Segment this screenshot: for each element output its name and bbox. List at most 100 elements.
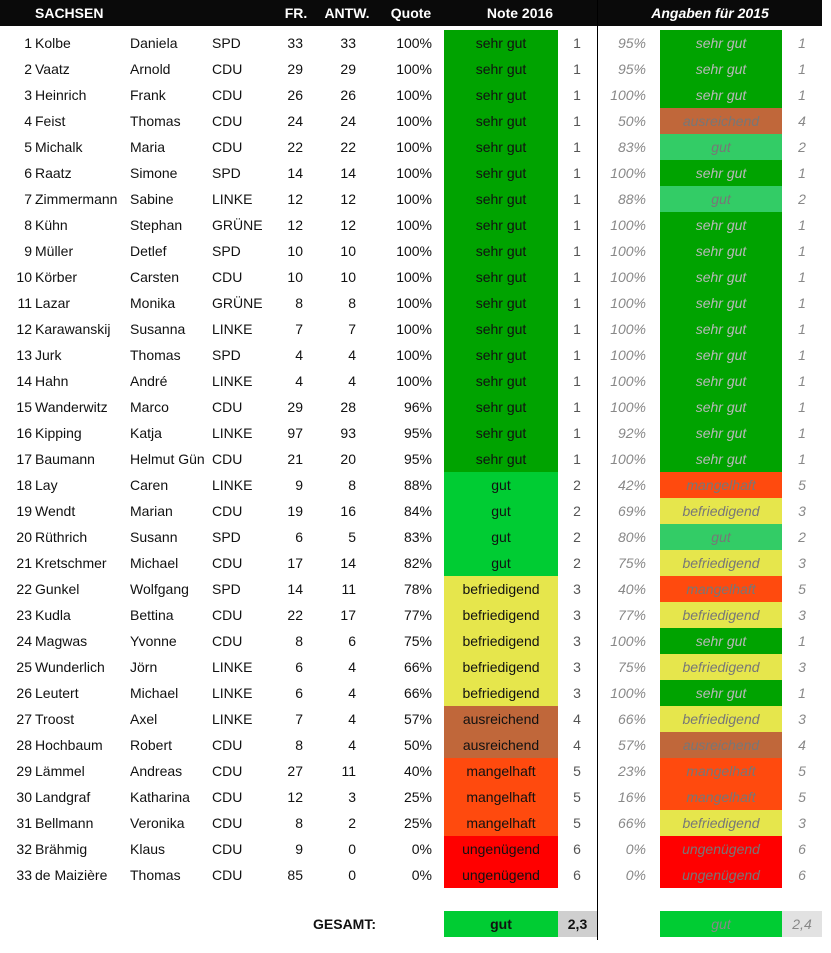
questions: 8 xyxy=(295,737,303,753)
note-2016: ausreichend xyxy=(444,732,558,758)
quote: 100% xyxy=(396,139,432,155)
quote: 82% xyxy=(403,555,432,571)
note-2016: ungenügend xyxy=(444,836,558,862)
answers: 29 xyxy=(340,61,356,77)
last-name: Vaatz xyxy=(35,61,70,77)
note-2016: befriedigend xyxy=(444,680,558,706)
answers: 22 xyxy=(340,139,356,155)
note-2016: sehr gut xyxy=(444,82,558,108)
grade-2015: 1 xyxy=(798,321,806,337)
party: CDU xyxy=(212,113,243,129)
last-name: Hahn xyxy=(35,373,69,389)
note-2015: sehr gut xyxy=(660,238,782,264)
quote: 66% xyxy=(403,685,432,701)
rank: 15 xyxy=(16,399,32,415)
grade-2015: 1 xyxy=(798,425,806,441)
grade-2016: 5 xyxy=(573,789,581,805)
questions: 12 xyxy=(287,217,303,233)
quote-2015: 100% xyxy=(610,243,646,259)
questions: 9 xyxy=(295,841,303,857)
quote-2015: 100% xyxy=(610,685,646,701)
note-2016: gut xyxy=(444,498,558,524)
first-name: Wolfgang xyxy=(130,581,189,597)
note-2015: befriedigend xyxy=(660,706,782,732)
quote: 25% xyxy=(403,789,432,805)
note-2016: sehr gut xyxy=(444,342,558,368)
rank: 30 xyxy=(16,789,32,805)
note-2016: befriedigend xyxy=(444,628,558,654)
questions: 12 xyxy=(287,191,303,207)
note-2015: mangelhaft xyxy=(660,784,782,810)
last-name: Rüthrich xyxy=(35,529,88,545)
note-2015: ungenügend xyxy=(660,862,782,888)
note-2015: mangelhaft xyxy=(660,576,782,602)
last-name: Kretschmer xyxy=(35,555,107,571)
answers: 0 xyxy=(348,841,356,857)
grade-2015: 1 xyxy=(798,165,806,181)
quote-2015: 100% xyxy=(610,269,646,285)
questions: 6 xyxy=(295,529,303,545)
grade-2015: 2 xyxy=(798,139,806,155)
grade-2015: 1 xyxy=(798,399,806,415)
rank: 1 xyxy=(24,35,32,51)
quote-2015: 40% xyxy=(617,581,646,597)
quote-2015: 75% xyxy=(617,555,646,571)
party: CDU xyxy=(212,763,243,779)
first-name: Susann xyxy=(130,529,178,545)
grade-2016: 1 xyxy=(573,347,581,363)
grade-2016: 3 xyxy=(573,659,581,675)
grade-2016: 1 xyxy=(573,451,581,467)
quote-2015: 100% xyxy=(610,633,646,649)
note-2015: gut xyxy=(660,134,782,160)
party: SPD xyxy=(212,243,241,259)
note-2016: sehr gut xyxy=(444,394,558,420)
grade-2015: 3 xyxy=(798,659,806,675)
grade-2016: 1 xyxy=(573,165,581,181)
answers: 3 xyxy=(348,789,356,805)
quote: 88% xyxy=(403,477,432,493)
grade-2015: 1 xyxy=(798,295,806,311)
party: LINKE xyxy=(212,711,253,727)
party: CDU xyxy=(212,841,243,857)
first-name: Arnold xyxy=(130,61,171,77)
party: CDU xyxy=(212,607,243,623)
quote-2015: 92% xyxy=(617,425,646,441)
last-name: Raatz xyxy=(35,165,72,181)
grade-2015: 1 xyxy=(798,243,806,259)
total-grade-2015: 2,4 xyxy=(782,911,822,937)
note-2016: gut xyxy=(444,472,558,498)
header-fr: FR. xyxy=(284,5,308,21)
note-2015: gut xyxy=(660,524,782,550)
last-name: Heinrich xyxy=(35,87,87,103)
grade-2016: 1 xyxy=(573,321,581,337)
rank: 11 xyxy=(17,295,32,311)
grade-2015: 2 xyxy=(798,191,806,207)
note-2016: sehr gut xyxy=(444,290,558,316)
grade-2015: 1 xyxy=(798,347,806,363)
quote-2015: 80% xyxy=(617,529,646,545)
grade-2015: 1 xyxy=(798,373,806,389)
questions: 85 xyxy=(287,867,303,883)
party: LINKE xyxy=(212,321,253,337)
rank: 31 xyxy=(16,815,32,831)
note-2015: sehr gut xyxy=(660,264,782,290)
quote-2015: 100% xyxy=(610,451,646,467)
questions: 10 xyxy=(287,269,303,285)
grade-2016: 1 xyxy=(573,113,581,129)
quote: 100% xyxy=(396,373,432,389)
quote-2015: 88% xyxy=(617,191,646,207)
note-2015: mangelhaft xyxy=(660,472,782,498)
quote: 100% xyxy=(396,113,432,129)
quote-2015: 100% xyxy=(610,165,646,181)
first-name: Klaus xyxy=(130,841,166,857)
quote-2015: 100% xyxy=(610,295,646,311)
questions: 4 xyxy=(295,347,303,363)
first-name: Detlef xyxy=(130,243,167,259)
party: LINKE xyxy=(212,425,253,441)
rank: 4 xyxy=(24,113,32,129)
grade-2015: 5 xyxy=(798,581,806,597)
party: CDU xyxy=(212,815,243,831)
quote: 57% xyxy=(403,711,432,727)
answers: 93 xyxy=(340,425,356,441)
